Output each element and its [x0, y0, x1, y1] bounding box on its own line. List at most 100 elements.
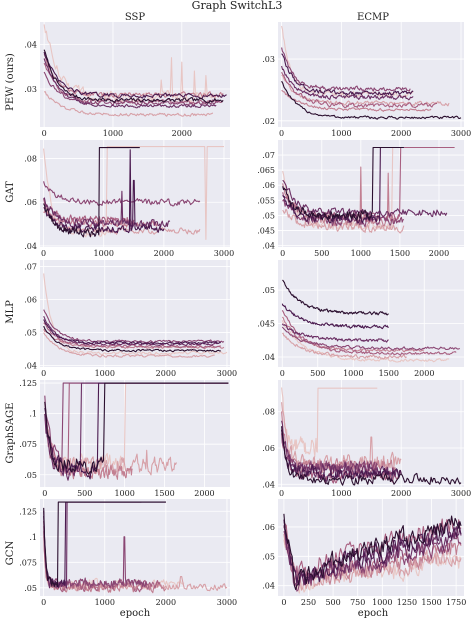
x-tick-label: 1000: [331, 129, 351, 138]
panel-mlp-ssp: 0 1000 2000 3000 .04 .05 .06 .07: [24, 260, 237, 378]
y-tick-label: .07: [262, 151, 275, 160]
y-tick-label: .045: [257, 320, 275, 329]
series-line: [282, 179, 448, 218]
x-tick-label: 3000: [451, 489, 471, 498]
series-group: [282, 146, 455, 234]
series-line: [282, 208, 405, 234]
y-tick-label: .05: [24, 328, 37, 337]
x-tick-label: 0: [281, 598, 286, 607]
panel-graphsage-ecmp: 0 1000 2000 3000 .04 .06 .08: [262, 380, 471, 498]
plot-background: [278, 140, 464, 247]
x-tick-label: 0: [279, 489, 284, 498]
x-tick-label: 1750: [446, 598, 466, 607]
y-tick-label: .125: [19, 379, 37, 388]
series-line: [43, 332, 215, 358]
row-label-gcn: GCN: [5, 541, 16, 566]
y-tick-label: .08: [24, 155, 37, 164]
y-tick-label: .03: [262, 55, 275, 64]
x-tick-label: 500: [77, 489, 92, 498]
x-tick-label: 2000: [172, 129, 192, 138]
y-tick-label: .04: [262, 480, 275, 489]
series-group: [44, 382, 229, 481]
x-tick-label: 1000: [372, 598, 392, 607]
y-tick-label: .06: [24, 198, 37, 207]
series-line: [281, 387, 378, 458]
series-line: [43, 149, 165, 234]
column-title-ecmp: ECMP: [357, 12, 389, 23]
y-tick-label: .04: [262, 353, 275, 362]
series-line: [282, 146, 404, 221]
x-tick-label: 1500: [154, 489, 174, 498]
x-tick-label: 1000: [95, 369, 115, 378]
x-tick-label: 0: [41, 249, 46, 258]
x-tick-label: 0: [280, 369, 285, 378]
series-line: [43, 309, 225, 344]
series-line: [43, 54, 224, 98]
y-tick-label: .06: [262, 181, 275, 190]
y-tick-label: .045: [257, 226, 275, 235]
series-line: [44, 413, 133, 480]
y-tick-label: .04: [24, 361, 37, 370]
series-line: [44, 91, 214, 117]
y-tick-label: .02: [262, 117, 275, 126]
x-tick-label: 2000: [194, 489, 214, 498]
row-label-graphsage: GraphSAGE: [5, 403, 16, 464]
x-tick-label: 2000: [429, 249, 449, 258]
x-tick-label: 2000: [156, 369, 176, 378]
y-tick-label: .075: [19, 440, 37, 449]
series-line: [281, 310, 457, 356]
series-line: [281, 53, 414, 96]
series-line: [281, 89, 432, 112]
series-line: [281, 433, 378, 474]
x-tick-label: 3000: [217, 369, 237, 378]
y-tick-label: .075: [19, 558, 37, 567]
column-title-ssp: SSP: [125, 12, 146, 23]
series-group: [43, 501, 228, 594]
panel-pew-ssp: 0 1000 2000 .03 .04: [24, 22, 230, 138]
y-tick-label: .04: [24, 40, 37, 49]
series-line: [43, 315, 218, 347]
series-line: [43, 501, 166, 588]
x-tick-label: 2000: [414, 369, 434, 378]
series-line: [281, 80, 462, 120]
y-tick-label: .04: [24, 242, 37, 251]
series-group: [281, 279, 460, 363]
x-tick-label: 0: [279, 129, 284, 138]
figure-title: Graph SwitchL3: [192, 0, 283, 12]
series-group: [281, 25, 462, 120]
series-line: [43, 325, 221, 353]
xlabel-ecmp: epoch: [358, 608, 389, 619]
series-line: [43, 146, 224, 240]
series-group: [283, 513, 462, 594]
y-tick-label: .055: [257, 196, 275, 205]
series-line: [43, 71, 220, 106]
x-tick-label: 1000: [343, 369, 363, 378]
series-line: [282, 279, 389, 316]
series-line: [282, 332, 407, 360]
y-tick-label: .05: [262, 552, 275, 561]
series-line: [281, 323, 389, 343]
x-tick-label: 0: [41, 369, 46, 378]
y-tick-label: .1: [29, 410, 37, 419]
y-tick-label: .08: [262, 408, 275, 417]
x-tick-label: 1000: [103, 129, 123, 138]
x-tick-label: 1000: [351, 249, 371, 258]
series-line: [281, 429, 402, 482]
x-tick-label: 1250: [397, 598, 417, 607]
y-tick-label: .06: [262, 444, 275, 453]
panel-graphsage-ssp: 0 500 1000 1500 2000 .05 .075 .1 .125: [19, 379, 230, 498]
x-tick-label: 0: [41, 598, 46, 607]
y-tick-label: .07: [24, 263, 37, 272]
series-line: [281, 71, 438, 109]
x-tick-label: 0: [42, 129, 47, 138]
x-tick-label: 1500: [390, 249, 410, 258]
y-tick-label: .1: [29, 533, 37, 542]
series-line: [281, 74, 450, 107]
series-line: [281, 65, 414, 101]
series-line: [281, 326, 460, 351]
series-line: [43, 147, 140, 238]
y-tick-label: .04: [262, 241, 275, 250]
series-group: [43, 24, 227, 117]
x-tick-label: 2000: [156, 598, 176, 607]
